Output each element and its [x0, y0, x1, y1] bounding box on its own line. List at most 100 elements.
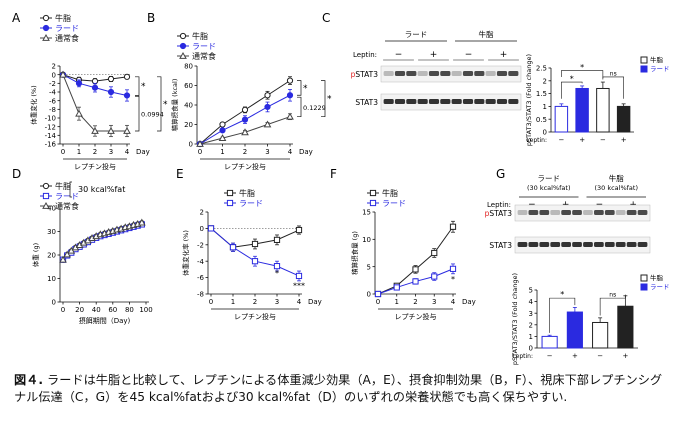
blot-group-label: ラード	[538, 174, 561, 183]
data-point	[229, 244, 237, 251]
sig-label: *	[275, 269, 279, 278]
x-tick-label: 3	[275, 298, 279, 306]
blot-band	[428, 99, 440, 104]
blot-band	[383, 71, 394, 76]
blot-band	[508, 99, 519, 104]
x-unit-label: Day	[308, 298, 322, 306]
data-point	[412, 266, 419, 273]
figure-caption: 図４. ラードは牛脂と比較して、レプチンによる体重減少効果（A，E）、摂食抑制効果…	[14, 372, 664, 406]
bar	[554, 105, 569, 133]
blot-band	[539, 210, 550, 215]
legend-label: 牛脂	[239, 188, 255, 198]
blot-membrane	[514, 204, 651, 222]
x-axis-label: レプチン投与	[234, 312, 276, 321]
blot-band	[626, 242, 637, 247]
data-point	[264, 92, 271, 99]
data-point	[449, 265, 457, 272]
caption-label: 図４.	[14, 373, 44, 387]
legend-marker	[42, 14, 50, 22]
leptin-sign: −	[558, 136, 564, 144]
y-axis-label: 積算摂食量 (kcal)	[170, 79, 179, 132]
blot-group-label: 牛脂	[479, 29, 494, 39]
data-point	[286, 77, 294, 84]
x-tick-label: 4	[125, 148, 130, 156]
data-point	[91, 84, 99, 91]
leptin-row-label: Leptin:	[487, 201, 511, 209]
blot-band	[550, 242, 561, 247]
legend-marker	[226, 189, 234, 197]
x-tick-label: 1	[231, 298, 235, 306]
blot-band	[406, 99, 417, 104]
y-tick-label: 4	[529, 298, 534, 306]
data-point	[251, 240, 259, 248]
blot-band	[508, 71, 519, 76]
y-tick-label: 2	[529, 321, 533, 329]
x-tick-label: 60	[108, 306, 117, 314]
y-tick-label: -2	[197, 241, 204, 249]
legend-swatch	[640, 65, 648, 73]
y-tick-label: 0	[189, 141, 193, 149]
blot-band	[440, 99, 451, 104]
blot-membrane	[380, 93, 522, 111]
blot-band	[440, 71, 451, 76]
blot-band	[583, 210, 593, 215]
sig-label: ns	[610, 71, 617, 78]
y-tick-label: 2.5	[536, 65, 547, 73]
data-point	[123, 92, 131, 99]
sig-label: *	[570, 75, 574, 84]
legend-label: 通常食	[192, 51, 216, 61]
data-point	[412, 278, 419, 285]
panel-letter: G	[496, 167, 505, 181]
series-chow	[59, 70, 131, 138]
y-tick-label: -14	[45, 132, 57, 140]
data-point	[449, 223, 457, 230]
series-lard	[207, 225, 303, 282]
y-tick-label: 20	[47, 252, 56, 260]
data-point	[219, 121, 226, 128]
y-tick-label: -6	[49, 97, 57, 105]
data-point	[123, 126, 131, 134]
data-point	[75, 80, 83, 87]
data-point	[59, 255, 67, 263]
blot-band	[528, 242, 539, 247]
blot-band	[637, 242, 648, 247]
blot-band	[485, 71, 496, 76]
sig-label: ns	[609, 291, 616, 298]
blot-band	[637, 210, 648, 215]
x-tick-label: 2	[253, 298, 257, 306]
diet-label: 30 kcal%fat	[78, 185, 125, 194]
x-tick-label: 1	[395, 298, 399, 306]
data-point	[264, 103, 271, 111]
legend-label: ラード	[239, 199, 263, 208]
data-point	[273, 236, 281, 243]
y-axis-label: pSTAT3/STAT3 (Fold change)	[525, 54, 533, 146]
sig-bracket	[135, 95, 140, 132]
legend-marker	[179, 42, 187, 50]
y-tick-label: -8	[197, 291, 204, 299]
y-tick-label: 10	[362, 236, 371, 244]
y-tick-label: 0	[529, 345, 533, 353]
x-tick-label: 0	[61, 148, 65, 156]
series-tallow	[196, 76, 294, 148]
x-tick-label: 4	[451, 298, 456, 306]
data-point	[393, 284, 400, 291]
y-tick-label: 60	[184, 82, 193, 90]
y-tick-label: -12	[45, 123, 56, 131]
leptin-sign: +	[622, 352, 628, 360]
blot-band	[496, 99, 508, 104]
sig-label: *	[560, 290, 564, 299]
y-tick-label: 1	[543, 103, 547, 111]
leptin-sign: +	[572, 352, 578, 360]
legend-marker	[369, 199, 377, 207]
bar	[575, 87, 589, 133]
legend-swatch	[640, 274, 648, 282]
y-tick-label: 30	[47, 228, 56, 236]
data-point	[295, 226, 303, 234]
blot-band	[394, 99, 406, 104]
y-tick-label: 0	[52, 71, 56, 79]
y-axis-label: 体重変化 (%)	[29, 85, 38, 124]
blot-group-sublabel: (30 kcal%fat)	[594, 184, 638, 192]
blot-band	[451, 71, 462, 76]
